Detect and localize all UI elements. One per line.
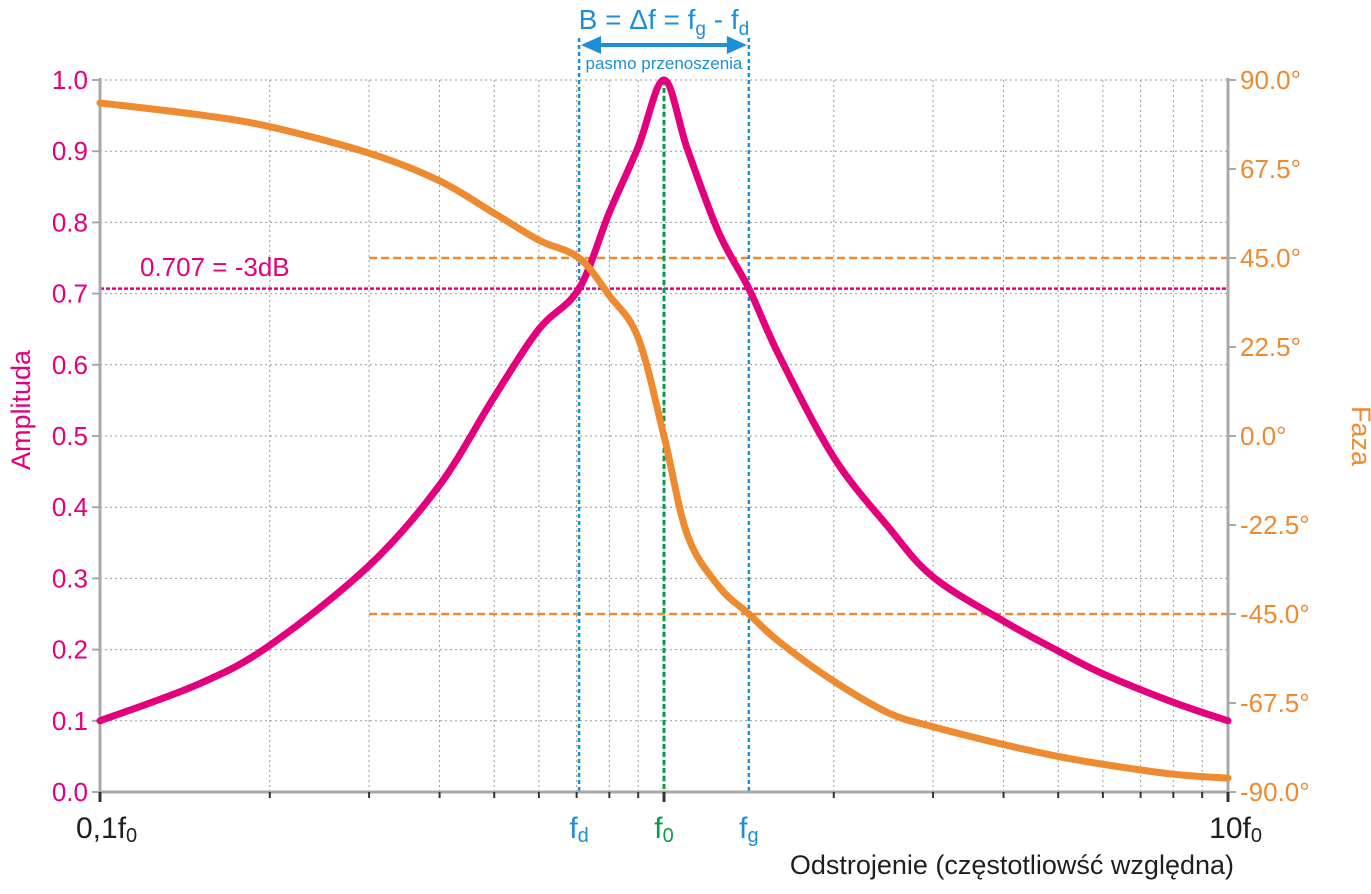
right-tick-label: -67.5°: [1240, 688, 1310, 718]
marker-label-sub: 0: [663, 825, 674, 847]
x-axis-title: Odstrojenie (częstotliowść względna): [790, 850, 1234, 880]
x-label-start-sub: 0: [126, 825, 137, 847]
marker-label-f0: f0: [654, 812, 673, 847]
left-tick-label: 0.3: [52, 563, 88, 593]
x-label-start-base: 0,1f: [76, 812, 127, 845]
y-axis-title-left: Amplituda: [6, 349, 36, 470]
marker-label-base: f: [654, 812, 663, 845]
series-layer: [96, 76, 1232, 782]
left-tick-label: 1.0: [52, 65, 88, 95]
marker-label-sub: d: [578, 825, 589, 847]
y-axis-title-right: Faza: [1346, 406, 1371, 467]
right-tick-label: 22.5°: [1240, 332, 1301, 362]
marker-label-fd: fd: [569, 812, 588, 847]
left-tick-label: 0.4: [52, 492, 88, 522]
right-tick-label: 90.0°: [1240, 65, 1301, 95]
bandwidth-title-part: Δ: [629, 4, 648, 35]
marker-label-fg: fg: [739, 812, 758, 847]
bandwidth-title-part: d: [739, 19, 750, 40]
axes: [92, 78, 1236, 802]
bandwidth-title-part: B =: [579, 4, 630, 35]
labels: 0.0 0.1 0.2 0.3 0.4 0.5 0.6 0.7 0.8 0.9 1.0 -90.0° -…: [6, 4, 1371, 880]
bandwidth-arrow-head-left: [581, 36, 602, 54]
right-tick-label: -45.0°: [1240, 599, 1310, 629]
bandwidth-title-part: g: [695, 19, 706, 40]
left-tick-label: 0.6: [52, 350, 88, 380]
right-tick-label: -22.5°: [1240, 510, 1310, 540]
left-tick-label: 0.9: [52, 136, 88, 166]
marker-label-base: f: [569, 812, 578, 845]
amplitude-curve: [96, 76, 1232, 725]
left-tick-label: 0.7: [52, 279, 88, 309]
left-tick-label: 0.1: [52, 706, 88, 736]
left-tick-label: 0.8: [52, 207, 88, 237]
left-tick-label: 0.0: [52, 777, 88, 807]
marker-label-base: f: [739, 812, 748, 845]
x-label-end: 10f0: [1209, 812, 1262, 847]
bandwidth-title-part: f = f: [648, 4, 696, 35]
left-tick-label: 0.2: [52, 635, 88, 665]
right-tick-label: 45.0°: [1240, 243, 1301, 273]
left-tick-label: 0.5: [52, 421, 88, 451]
bandwidth-title: B = Δf = fg - fd: [579, 4, 750, 40]
bandwidth-subtitle: pasmo przenoszenia: [586, 54, 743, 73]
grid: [100, 79, 1228, 792]
bandwidth-arrow-head-right: [726, 36, 747, 54]
x-label-end-base: 10f: [1209, 812, 1251, 845]
right-tick-label: 0.0°: [1240, 421, 1287, 451]
phase-curve: [96, 99, 1232, 782]
x-label-start: 0,1f0: [76, 812, 137, 847]
x-label-end-sub: 0: [1251, 825, 1262, 847]
right-tick-label: 67.5°: [1240, 154, 1301, 184]
right-tick-label: -90.0°: [1240, 777, 1310, 807]
bandwidth-title-part: - f: [706, 4, 739, 35]
minus-3db-label: 0.707 = -3dB: [140, 252, 290, 282]
marker-label-sub: g: [747, 825, 758, 847]
